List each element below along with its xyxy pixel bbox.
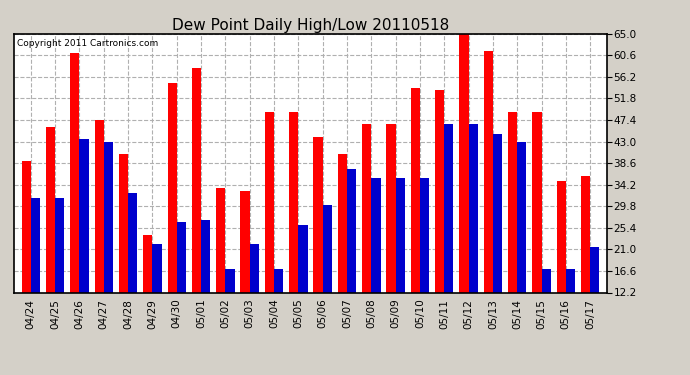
Bar [152,244,161,352]
Bar [362,124,371,352]
Bar [70,53,79,352]
Bar [250,244,259,352]
Bar [411,88,420,352]
Bar [265,112,274,352]
Bar [420,178,429,352]
Bar [46,127,55,352]
Bar [104,142,113,352]
Bar [371,178,381,352]
Bar [274,269,284,352]
Bar [469,124,477,352]
Bar [177,222,186,352]
Bar [532,112,542,352]
Bar [313,136,323,352]
Bar [590,247,600,352]
Bar [226,269,235,352]
Bar [119,154,128,352]
Bar [128,193,137,352]
Bar [298,225,308,352]
Bar [518,142,526,352]
Bar [168,83,177,352]
Bar [508,112,518,352]
Bar [21,161,31,352]
Bar [460,29,469,352]
Bar [493,134,502,352]
Bar [79,139,89,352]
Bar [386,124,395,352]
Bar [557,181,566,352]
Bar [31,198,40,352]
Bar [55,198,64,352]
Bar [484,51,493,352]
Bar [337,154,347,352]
Bar [347,168,356,352]
Bar [240,190,250,352]
Bar [395,178,405,352]
Bar [444,124,453,352]
Bar [95,120,103,352]
Bar [566,269,575,352]
Title: Dew Point Daily High/Low 20110518: Dew Point Daily High/Low 20110518 [172,18,449,33]
Text: Copyright 2011 Cartronics.com: Copyright 2011 Cartronics.com [17,39,158,48]
Bar [144,235,152,352]
Bar [192,68,201,352]
Bar [201,220,210,352]
Bar [435,90,444,352]
Bar [323,205,332,352]
Bar [542,269,551,352]
Bar [216,188,226,352]
Bar [289,112,298,352]
Bar [581,176,590,352]
